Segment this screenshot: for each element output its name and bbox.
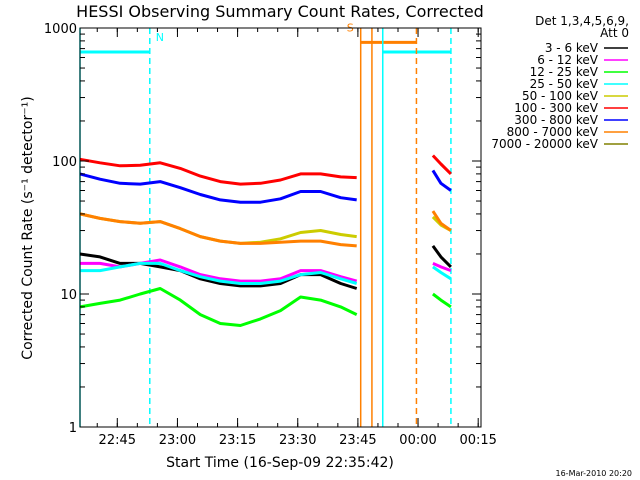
y-tick-label: 1000 <box>44 22 77 37</box>
y-axis-label: Corrected Count Rate (s⁻¹ detector⁻¹) <box>20 96 36 359</box>
series-line <box>79 287 358 327</box>
series-layer <box>79 154 452 327</box>
legend-entry-label: 12 - 25 keV <box>530 65 599 79</box>
series-line <box>431 292 452 309</box>
axis-ticks: 1 10 100 1000 22:45 23:00 23:15 23:30 23:45 00:00… <box>44 22 497 448</box>
x-tick-label: 00:00 <box>399 433 436 448</box>
series-line <box>431 154 452 175</box>
legend-entry-label: 300 - 800 keV <box>514 113 598 127</box>
legend-entry-label: 100 - 300 keV <box>514 101 598 115</box>
series-line <box>431 245 452 268</box>
series-line <box>432 262 452 273</box>
legend-entry-label: 50 - 100 keV <box>522 89 599 103</box>
chart-title: HESSI Observing Summary Count Rates, Cor… <box>76 2 484 21</box>
x-axis-label: Start Time (16-Sep-09 22:35:42) <box>166 455 394 471</box>
legend-entry-label: 6 - 12 keV <box>537 53 599 67</box>
legend-entry-label: 25 - 50 keV <box>530 77 599 91</box>
legend-header-line-2: Att 0 <box>600 26 629 40</box>
plot-frame <box>79 27 482 428</box>
series-line <box>431 210 452 232</box>
x-tick-label: 00:15 <box>459 433 496 448</box>
series-line <box>79 172 357 204</box>
x-tick-label: 23:15 <box>219 433 256 448</box>
x-tick-label: 22:45 <box>99 433 136 448</box>
series-line <box>79 212 357 248</box>
legend-entry-label: 800 - 7000 keV <box>507 125 599 139</box>
y-tick-label: 100 <box>52 155 77 170</box>
y-tick-label: 1 <box>69 421 77 436</box>
x-tick-label: 23:45 <box>339 433 376 448</box>
legend-header-line-1: Det 1,3,4,5,6,9, <box>535 14 629 28</box>
x-tick-label: 23:30 <box>279 433 316 448</box>
vertical-lines-layer <box>79 28 452 427</box>
series-line <box>79 157 357 186</box>
series-line <box>432 265 452 281</box>
x-tick-label: 23:00 <box>159 433 196 448</box>
series-line <box>80 261 358 285</box>
series-line <box>431 169 452 192</box>
flag-label: N <box>156 31 164 44</box>
legend-entry-label: 3 - 6 keV <box>545 41 599 55</box>
footer-date: 16-Mar-2010 20:20 <box>556 469 633 478</box>
y-tick-label: 10 <box>60 288 77 303</box>
legend-entry-label: 7000 - 20000 keV <box>491 137 598 151</box>
